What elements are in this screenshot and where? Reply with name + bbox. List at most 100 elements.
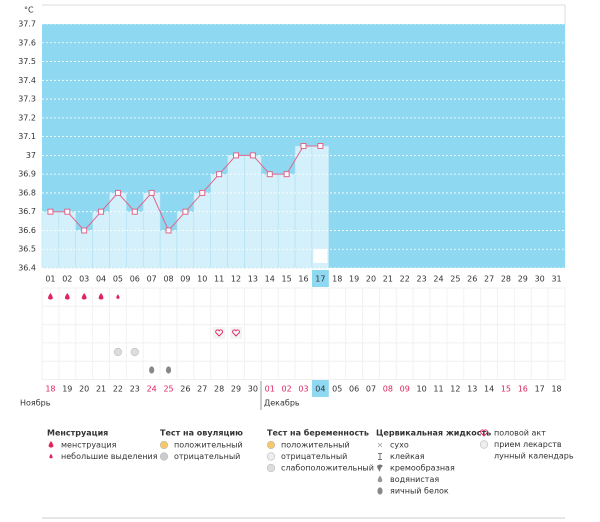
day-label: 08: [163, 275, 173, 284]
day-label: 28: [501, 275, 511, 284]
day-label: 17: [315, 275, 325, 284]
disc-icon: [266, 452, 276, 461]
drop-icon: [48, 441, 54, 448]
temperature-point: [199, 189, 206, 196]
moon-icon: [481, 452, 485, 460]
temperature-column: [261, 173, 279, 269]
date-label: 03: [298, 385, 308, 394]
heart-icon: [232, 329, 240, 337]
drop-icon: [48, 293, 53, 300]
temperature-point: [131, 208, 138, 215]
temperature-column: [277, 173, 296, 269]
egg-icon: [165, 366, 172, 374]
disc-icon: [479, 440, 489, 449]
legend-item: положительный: [281, 441, 350, 450]
icon-cell: [213, 327, 226, 339]
temperature-point: [300, 143, 307, 149]
legend-item: лунный календарь: [494, 452, 574, 461]
day-label: 29: [518, 275, 528, 284]
legend-title: Менструация: [47, 429, 108, 438]
day-label: 18: [332, 275, 342, 284]
temperature-point: [81, 227, 88, 234]
temperature-point: [216, 171, 223, 178]
month-label: Декабрь: [264, 399, 300, 408]
day-label: 30: [535, 275, 545, 284]
cream-icon: [377, 464, 383, 472]
temperature-point: [64, 208, 71, 215]
date-label: 27: [197, 385, 207, 394]
y-tick-label: 36.5: [18, 245, 36, 254]
date-label: 15: [501, 385, 511, 394]
y-tick-label: 36.9: [18, 170, 36, 179]
temperature-point: [266, 171, 273, 178]
date-label: 18: [551, 385, 561, 394]
date-label: 08: [383, 385, 393, 394]
y-tick-label: 37.7: [18, 20, 36, 29]
temperature-point: [182, 208, 189, 215]
date-label: 04: [315, 385, 325, 394]
date-label: 30: [248, 385, 258, 394]
water-icon: [377, 475, 383, 483]
icon-cell: [230, 327, 243, 339]
day-label: 21: [383, 275, 393, 284]
date-label: 02: [282, 385, 292, 394]
date-label: 23: [130, 385, 140, 394]
day-label: 23: [417, 275, 427, 284]
day-label: 11: [214, 275, 224, 284]
disc-icon: [266, 440, 276, 450]
date-label: 10: [417, 385, 427, 394]
day-label: 15: [282, 275, 292, 284]
date-label: 11: [433, 385, 443, 394]
day-label: 22: [400, 275, 410, 284]
date-label: 06: [349, 385, 359, 394]
day-label: 07: [147, 275, 157, 284]
y-tick-label: 37.5: [18, 57, 36, 66]
temperature-column: [176, 211, 195, 269]
temperature-column: [126, 211, 144, 269]
day-label: 25: [450, 275, 460, 284]
temperature-point: [249, 152, 256, 159]
date-label: 16: [518, 385, 528, 394]
disc-icon: [130, 347, 139, 357]
month-label: Ноябрь: [20, 399, 51, 408]
day-label: 02: [62, 275, 72, 284]
day-label: 01: [45, 275, 55, 284]
legend-title: Цервикальная жидкость: [376, 429, 491, 438]
temperature-point: [317, 143, 324, 149]
date-label: 25: [163, 385, 173, 394]
disc-icon: [159, 440, 169, 450]
temperature-point: [148, 189, 155, 196]
drop-icon: [116, 294, 120, 299]
temperature-point: [98, 208, 105, 215]
date-label: 21: [96, 385, 106, 394]
date-label: 07: [366, 385, 376, 394]
sticky-icon: [378, 453, 382, 460]
temperature-column: [294, 145, 313, 269]
date-label: 05: [332, 385, 342, 394]
date-label: 13: [467, 385, 477, 394]
temperature-column: [58, 211, 76, 269]
legend-item: отрицательный: [281, 452, 347, 461]
day-label: 16: [298, 275, 308, 284]
date-label: 09: [400, 385, 410, 394]
date-label: 14: [484, 385, 494, 394]
y-tick-label: 37.4: [18, 76, 36, 85]
day-label: 14: [265, 275, 275, 284]
today-date-cell: [311, 380, 329, 397]
day-label: 12: [231, 275, 241, 284]
y-unit: °C: [24, 6, 34, 15]
date-label: 26: [180, 385, 190, 394]
legend-item: небольшие выделения: [61, 452, 158, 461]
y-tick-label: 36.4: [18, 264, 36, 273]
date-label: 12: [450, 385, 460, 394]
disc-icon: [159, 452, 169, 461]
y-tick-label: 36.6: [18, 226, 36, 235]
day-label: 05: [113, 275, 123, 284]
day-label: 10: [197, 275, 207, 284]
y-tick-label: 37: [26, 151, 36, 160]
temperature-point: [114, 189, 121, 196]
disc-icon: [266, 463, 276, 473]
day-label: 04: [96, 275, 106, 284]
legend-title: Тест на беременность: [267, 428, 369, 438]
drop-icon: [64, 293, 70, 300]
